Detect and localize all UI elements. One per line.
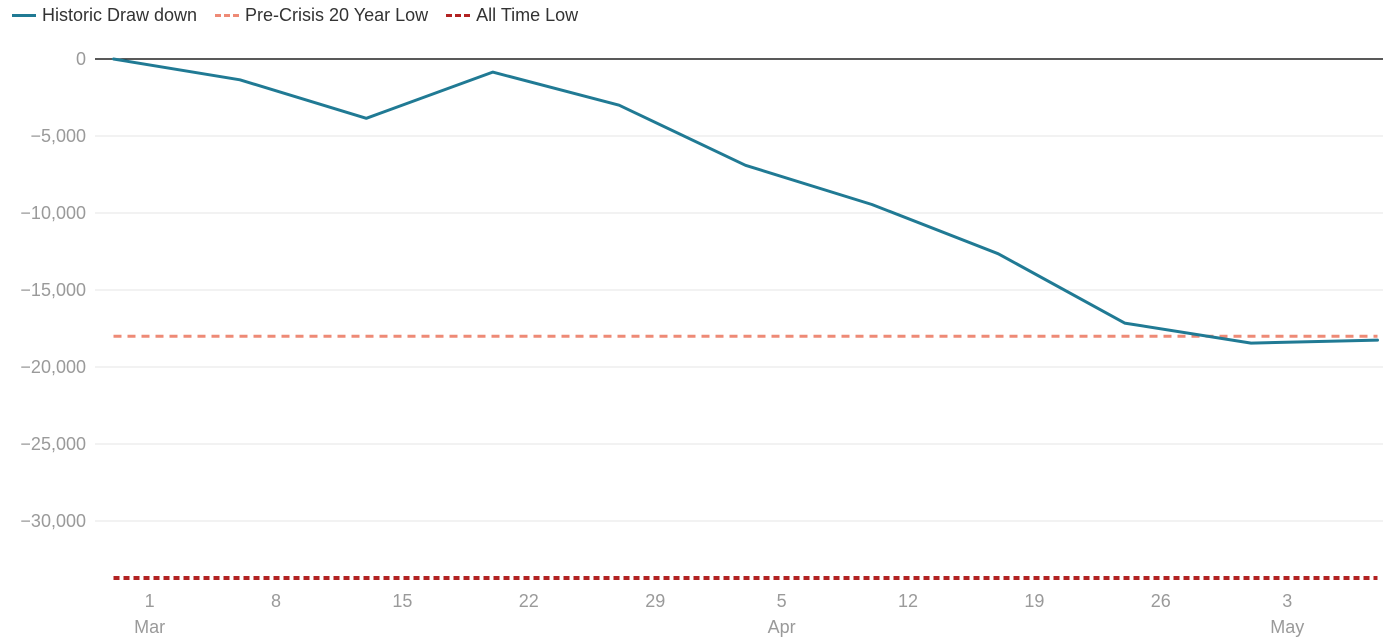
historic-draw-down-point <box>871 204 873 206</box>
historic-draw-down-point <box>113 58 114 60</box>
y-axis-labels: 0 −5,000 −10,000 −15,000 −20,000 −25,000 −30,0… <box>20 49 86 531</box>
legend-swatch-historic-draw-down <box>12 13 36 17</box>
legend-item-pre-crisis-20-year-low[interactable]: Pre-Crisis 20 Year Low <box>215 5 428 26</box>
x-tick-label: 12 <box>898 591 918 611</box>
chart-legend: Historic Draw down Pre-Crisis 20 Year Lo… <box>12 3 578 27</box>
x-tick-label: 19 <box>1024 591 1044 611</box>
x-month-label: Apr <box>768 617 796 637</box>
reference-lines <box>113 334 1378 580</box>
x-tick-label: 29 <box>645 591 665 611</box>
legend-swatch-all-time-low <box>446 13 471 17</box>
legend-swatch-pre-crisis-20-year-low <box>215 13 240 17</box>
x-month-label: Mar <box>134 617 165 637</box>
y-tick-label: −30,000 <box>20 511 86 531</box>
historic-draw-down-point <box>365 117 367 119</box>
legend-label-historic-draw-down: Historic Draw down <box>42 4 198 25</box>
legend-label-all-time-low: All Time Low <box>476 4 579 25</box>
x-tick-label: 22 <box>519 591 539 611</box>
y-tick-label: 0 <box>76 49 86 69</box>
y-tick-label: −5,000 <box>30 126 86 146</box>
y-tick-label: −25,000 <box>20 434 86 454</box>
y-tick-label: −15,000 <box>20 280 86 300</box>
historic-draw-down-point <box>1250 342 1252 344</box>
historic-draw-down-point <box>618 104 620 106</box>
legend-item-historic-draw-down[interactable]: Historic Draw down <box>12 5 197 26</box>
historic-draw-down-point <box>239 79 241 81</box>
legend-label-pre-crisis-20-year-low: Pre-Crisis 20 Year Low <box>245 4 429 25</box>
x-axis-labels: 1 Mar 8 15 22 29 5 Apr 12 19 26 3 May <box>134 591 1304 637</box>
y-tick-label: −20,000 <box>20 357 86 377</box>
historic-draw-down-line <box>112 57 1379 345</box>
historic-draw-down-point <box>997 253 999 255</box>
historic-draw-down-point <box>492 71 494 73</box>
x-month-label: May <box>1270 617 1304 637</box>
x-tick-label: 26 <box>1151 591 1171 611</box>
historic-draw-down-point <box>745 164 746 166</box>
x-tick-label: 3 <box>1282 591 1292 611</box>
historic-draw-down-point <box>1377 339 1378 341</box>
series-lines <box>112 57 1379 345</box>
x-tick-label: 15 <box>392 591 412 611</box>
legend-item-all-time-low[interactable]: All Time Low <box>446 5 578 26</box>
x-tick-label: 1 <box>145 591 155 611</box>
x-tick-label: 8 <box>271 591 281 611</box>
y-tick-label: −10,000 <box>20 203 86 223</box>
historic-draw-down-point <box>1124 322 1126 324</box>
x-tick-label: 5 <box>777 591 787 611</box>
gridlines <box>95 58 1383 522</box>
